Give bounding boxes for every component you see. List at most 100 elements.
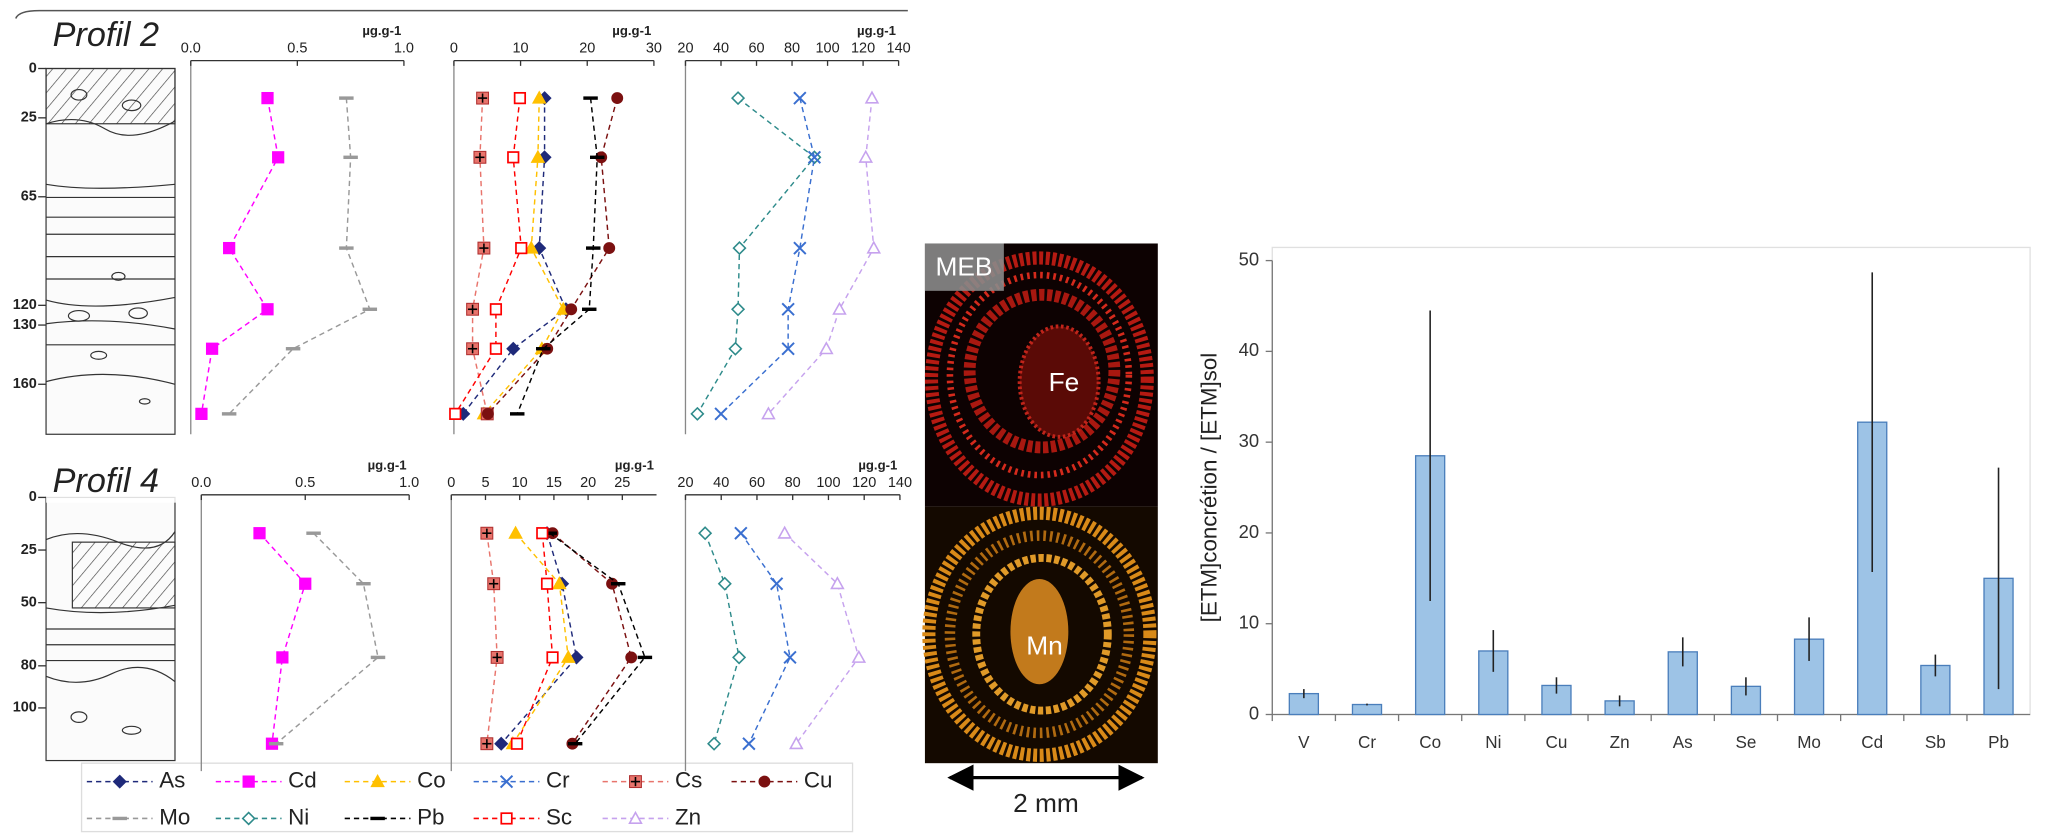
marker bbox=[507, 151, 520, 164]
marker-shape bbox=[851, 649, 867, 663]
marker bbox=[480, 737, 494, 751]
marker bbox=[476, 91, 490, 105]
series-line bbox=[483, 98, 565, 415]
marker bbox=[261, 303, 274, 316]
marker-shape bbox=[717, 576, 732, 591]
marker bbox=[480, 526, 494, 540]
y-tick-label: 20 bbox=[1239, 521, 1259, 542]
x-tick-label: 15 bbox=[546, 475, 562, 491]
x-tick-label: Co bbox=[1419, 733, 1441, 752]
x-tick-label: V bbox=[1298, 733, 1310, 752]
marker bbox=[490, 650, 504, 664]
x-tick-label: Mo bbox=[1797, 733, 1821, 752]
y-tick-label: 50 bbox=[1239, 248, 1259, 269]
unit-label: µg.g-1 bbox=[368, 457, 407, 472]
marker bbox=[561, 649, 576, 663]
marker bbox=[717, 576, 732, 591]
series-line bbox=[228, 98, 371, 415]
series-line bbox=[516, 533, 554, 744]
series-line bbox=[200, 97, 279, 414]
y-tick-label: 120 bbox=[13, 297, 37, 313]
marker-shape bbox=[489, 303, 503, 316]
marker bbox=[793, 241, 807, 255]
marker-shape bbox=[714, 407, 728, 421]
x-tick-label: 30 bbox=[646, 41, 662, 57]
x-tick-label: Sb bbox=[1925, 733, 1946, 752]
marker bbox=[515, 241, 528, 255]
marker bbox=[241, 811, 256, 826]
unit-label: µg.g-1 bbox=[615, 457, 654, 472]
marker-shape bbox=[515, 241, 528, 255]
marker-shape bbox=[531, 90, 547, 104]
marker bbox=[864, 90, 880, 104]
marker bbox=[195, 407, 208, 420]
element-label: Mn bbox=[1026, 630, 1063, 660]
x-tick-label: Se bbox=[1735, 733, 1756, 752]
marker-shape bbox=[781, 342, 795, 356]
marker-shape bbox=[858, 149, 874, 163]
x-tick-label: 100 bbox=[815, 41, 839, 57]
series-line bbox=[512, 532, 570, 745]
marker-shape bbox=[565, 303, 578, 316]
y-axis-label: [ETM]concrétion / [ETM]sol bbox=[1196, 353, 1221, 623]
marker-shape bbox=[223, 241, 236, 255]
marker-shape bbox=[500, 812, 513, 825]
x-tick-label: 120 bbox=[851, 41, 875, 57]
y-tick-label: 10 bbox=[1239, 612, 1259, 633]
marker bbox=[819, 341, 834, 355]
marker-shape bbox=[530, 149, 546, 163]
unit-label: µg.g-1 bbox=[857, 23, 896, 38]
marker-shape bbox=[499, 774, 514, 789]
x-tick-label: 0.5 bbox=[295, 475, 315, 491]
legend-label: Cs bbox=[675, 768, 702, 793]
marker-shape bbox=[552, 576, 567, 590]
marker-shape bbox=[506, 341, 521, 356]
series-line bbox=[500, 532, 578, 745]
x-tick-label: 10 bbox=[512, 475, 528, 491]
marker bbox=[513, 91, 527, 105]
series-line bbox=[767, 98, 875, 415]
x-tick-label: 0.0 bbox=[181, 41, 201, 57]
marker bbox=[761, 406, 776, 420]
y-tick-label: 65 bbox=[21, 189, 37, 205]
marker bbox=[370, 774, 385, 788]
x-tick-label: 1.0 bbox=[399, 475, 419, 491]
marker bbox=[242, 775, 255, 788]
x-tick-label: 10 bbox=[513, 41, 529, 57]
marker-shape bbox=[611, 92, 624, 105]
marker bbox=[690, 406, 705, 421]
x-tick-label: 140 bbox=[887, 41, 911, 57]
marker-shape bbox=[276, 651, 289, 664]
marker-shape bbox=[546, 651, 559, 664]
marker bbox=[625, 651, 638, 664]
x-tick-label: 0 bbox=[447, 475, 455, 491]
marker-shape bbox=[510, 737, 524, 750]
x-tick-label: 20 bbox=[677, 475, 693, 491]
marker-shape bbox=[625, 651, 638, 664]
marker bbox=[851, 649, 867, 663]
marker-shape bbox=[261, 303, 274, 316]
series-line bbox=[720, 97, 816, 415]
series-line bbox=[696, 97, 816, 415]
series-line bbox=[704, 532, 740, 744]
legend-label: Pb bbox=[417, 804, 444, 829]
marker-shape bbox=[783, 650, 797, 665]
marker bbox=[506, 341, 521, 356]
marker-shape bbox=[732, 650, 747, 665]
legend-label: Cr bbox=[546, 768, 570, 793]
marker-shape bbox=[561, 649, 576, 663]
series-line bbox=[471, 98, 488, 415]
marker-shape bbox=[261, 91, 274, 105]
scale-bar-label: 2 mm bbox=[1013, 788, 1079, 818]
unit-label: µg.g-1 bbox=[362, 23, 401, 38]
marker bbox=[536, 527, 549, 540]
legend-label: Cd bbox=[288, 768, 317, 793]
series-line bbox=[462, 98, 567, 415]
marker bbox=[531, 90, 547, 104]
legend-label: Sc bbox=[546, 804, 572, 829]
marker bbox=[603, 242, 616, 255]
marker bbox=[731, 91, 746, 106]
x-tick-label: Pb bbox=[1988, 733, 2009, 752]
marker-shape bbox=[536, 527, 549, 540]
